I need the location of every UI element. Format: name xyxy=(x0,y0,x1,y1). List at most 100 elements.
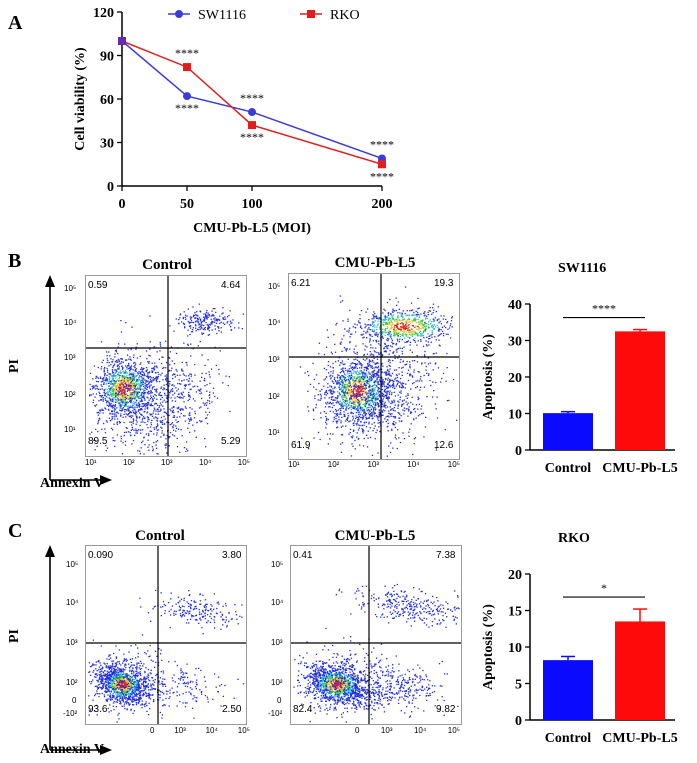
b2-ytick-1e1: 10¹ xyxy=(268,428,280,437)
c1-xtick: 10⁴ xyxy=(205,726,218,735)
c2-xtick: 10³ xyxy=(380,726,393,735)
bar-y-tick-label: 0 xyxy=(515,714,522,729)
significance-label: **** xyxy=(175,101,199,115)
b2-ytick-1e5: 10⁵ xyxy=(268,282,281,291)
bar-control xyxy=(543,413,593,450)
pi-axis-label-b: PI xyxy=(7,359,22,373)
b1-xtick: 10¹ xyxy=(85,458,97,467)
quad-b1-ll: 89.5 xyxy=(88,436,108,447)
c2-ytick-1e5: 10⁵ xyxy=(271,560,284,569)
bar-y-tick-label: 5 xyxy=(515,678,522,693)
legend-marker-rko xyxy=(307,10,315,18)
flow-axes-b xyxy=(45,275,112,485)
c1-xtick: 10³ xyxy=(174,726,186,735)
bar-y-tick-label: 0 xyxy=(515,444,522,459)
significance-label: **** xyxy=(592,302,616,316)
bar-y-tick-label: 40 xyxy=(508,298,522,313)
quad-c2-ll: 82.4 xyxy=(293,704,313,715)
c1-xtick: 0 xyxy=(150,726,155,735)
panel-a-letter: A xyxy=(8,12,23,34)
b2-xticks: 10¹ 10² 10³ 10⁴ 10⁵ xyxy=(288,460,460,469)
flow-plot-c-treated xyxy=(290,545,462,725)
bar-y-tick-label: 20 xyxy=(508,371,522,386)
c1-ytick-1e4: 10⁴ xyxy=(66,598,79,607)
point-overlap xyxy=(118,37,126,45)
quad-c2-ur: 7.38 xyxy=(436,550,456,561)
b1-xtick: 10⁴ xyxy=(199,458,212,467)
c1-xtick: 10⁵ xyxy=(237,726,250,735)
panel-c-letter: C xyxy=(8,520,23,542)
bar-treated xyxy=(615,331,665,450)
bar-y-axis-title: Apoptosis (%) xyxy=(481,334,496,420)
flow-title-c-treated: CMU-Pb-L5 xyxy=(334,528,416,544)
significance-label: * xyxy=(601,581,607,595)
bar-category-label: Control xyxy=(545,731,592,746)
quad-c1-ul: 0.090 xyxy=(88,550,114,561)
b1-ytick-1e3: 10³ xyxy=(64,353,76,362)
c1-ytick-1e2: 10² xyxy=(66,678,78,687)
y-tick-label: 120 xyxy=(93,6,114,21)
quad-c1-ll: 93.6 xyxy=(88,704,108,715)
bar-y-axis-title: Apoptosis (%) xyxy=(481,604,496,690)
legend-marker-sw1116 xyxy=(175,10,183,18)
c2-xtick: 10⁴ xyxy=(413,726,427,735)
significance-label: **** xyxy=(240,130,264,144)
point-rko xyxy=(248,121,256,130)
c2-ytick-0: 0 xyxy=(277,696,282,705)
bar-control xyxy=(543,660,593,720)
quad-b1-lr: 5.29 xyxy=(221,436,241,447)
flow-title-b-control: Control xyxy=(142,257,192,273)
c2-ytick-1e4: 10⁴ xyxy=(271,598,284,607)
b1-ytick-1e5: 10⁵ xyxy=(64,284,77,293)
c2-xtick: 0 xyxy=(355,726,360,735)
b1-xtick: 10² xyxy=(123,458,135,467)
b2-xtick: 10⁴ xyxy=(407,460,420,469)
bar-y-tick-label: 10 xyxy=(508,641,522,656)
cell-events xyxy=(89,303,244,455)
b2-ytick-1e4: 10⁴ xyxy=(268,318,281,327)
y-tick-label: 0 xyxy=(107,180,114,195)
quad-b1-ur: 4.64 xyxy=(221,280,241,291)
b1-xtick: 10⁵ xyxy=(237,458,250,467)
apoptosis-bar-chart-rko: RKO 0 5 10 15 20 Apoptosis (%) Control CMU-Pb-L5… xyxy=(481,531,678,746)
c1-ytick-0: 0 xyxy=(72,696,77,705)
x-tick-label: 100 xyxy=(242,197,263,212)
b2-xtick: 10⁵ xyxy=(447,460,460,469)
b1-ytick-1e1: 10¹ xyxy=(64,425,76,434)
apoptosis-bar-chart-sw1116: SW1116 0 10 20 30 40 Apoptosis (%) Control CMU-P… xyxy=(481,261,678,476)
b1-ytick-1e2: 10² xyxy=(64,390,76,399)
c1-ytick-1e5: 10⁵ xyxy=(66,560,79,569)
point-sw1116 xyxy=(183,92,191,101)
bar-chart-title: SW1116 xyxy=(558,261,606,276)
quad-c2-lr: 9.82 xyxy=(436,704,456,715)
bar-y-tick-label: 30 xyxy=(508,335,522,350)
panel-b-letter: B xyxy=(8,250,22,272)
pi-axis-label-c: PI xyxy=(7,629,22,643)
legend-label-rko: RKO xyxy=(330,8,360,23)
quad-c1-lr: 2.50 xyxy=(222,704,242,715)
flow-axes-c xyxy=(45,545,112,755)
bar-y-tick-label: 15 xyxy=(508,605,522,620)
b2-xtick: 10³ xyxy=(367,460,380,469)
bar-category-label: CMU-Pb-L5 xyxy=(602,731,677,746)
b2-ytick-1e3: 10³ xyxy=(268,355,280,364)
annexin-axis-label-c: Annexin V xyxy=(40,742,104,757)
viability-line-chart: 0 30 60 90 120 0 50 100 200 CMU-Pb-L5 (MOI) Cell v… xyxy=(73,6,394,236)
bar-treated xyxy=(615,621,665,720)
flow-plot-b-control xyxy=(85,275,247,457)
cell-events xyxy=(299,286,458,457)
b1-xtick: 10³ xyxy=(161,458,173,467)
bar-chart-title: RKO xyxy=(558,531,590,546)
flow-plot-c-control xyxy=(85,545,247,725)
point-sw1116 xyxy=(248,108,256,117)
significance-label: **** xyxy=(370,137,394,151)
y-tick-label: 90 xyxy=(100,50,114,65)
c2-xtick: 10⁵ xyxy=(447,726,460,735)
point-rko xyxy=(183,63,191,72)
x-tick-label: 200 xyxy=(372,197,393,212)
annexin-axis-label-b: Annexin V xyxy=(40,476,104,491)
quad-b2-ur: 19.3 xyxy=(434,278,454,289)
y-axis-title: Cell viability (%) xyxy=(73,47,88,151)
quad-b2-ll: 61.9 xyxy=(291,440,311,451)
series-line-sw1116 xyxy=(121,40,383,160)
